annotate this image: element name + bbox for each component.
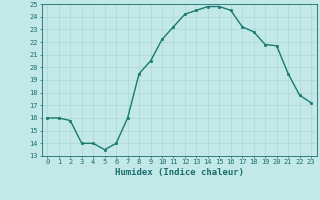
X-axis label: Humidex (Indice chaleur): Humidex (Indice chaleur) [115, 168, 244, 177]
